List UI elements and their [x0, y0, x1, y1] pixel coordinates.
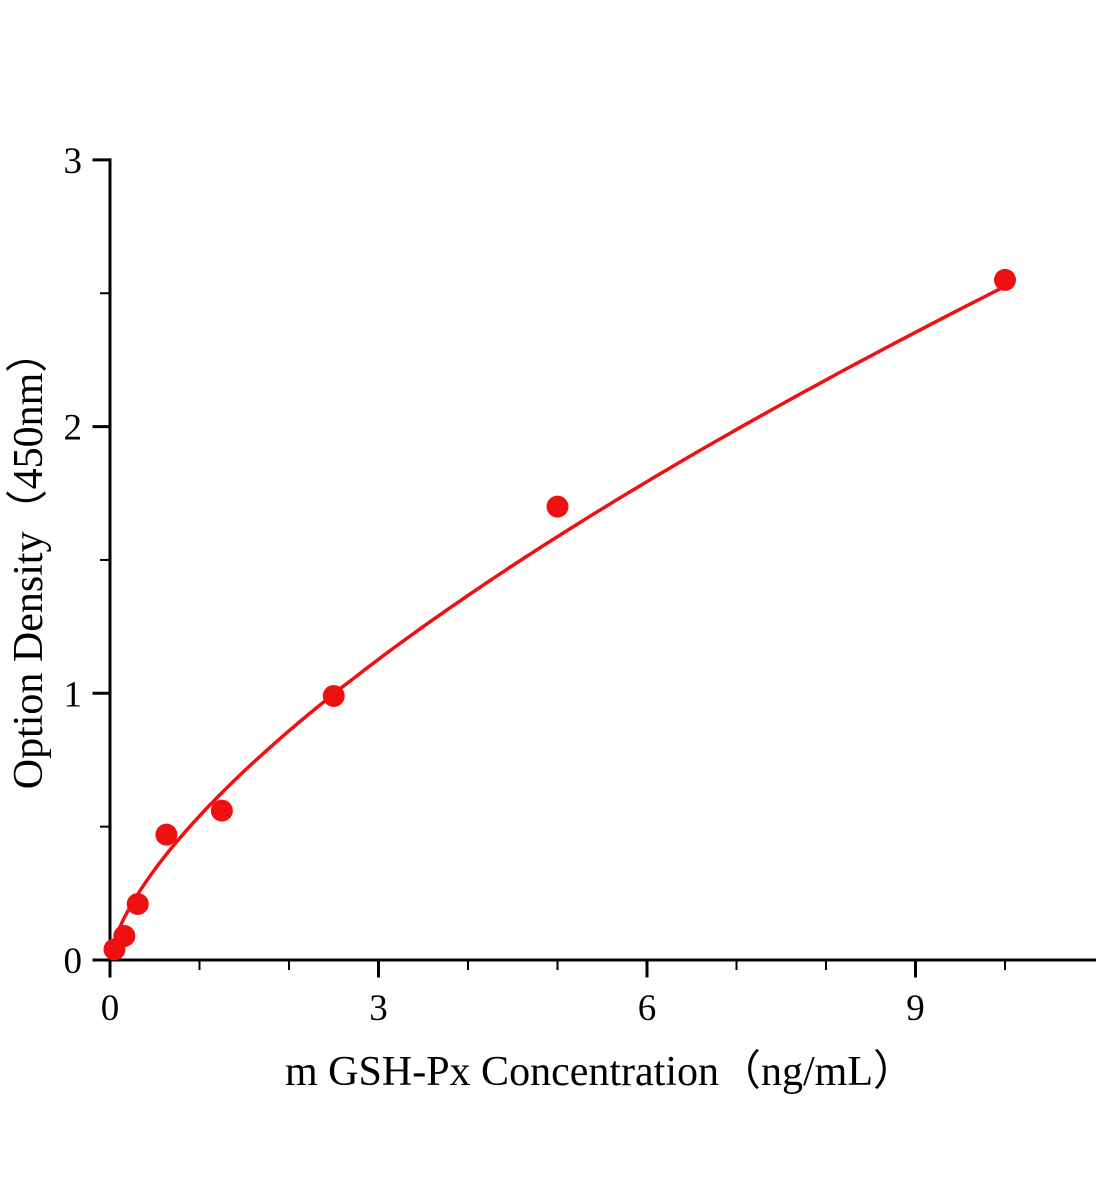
x-tick-label: 0: [101, 988, 120, 1029]
x-tick-label: 6: [638, 988, 657, 1029]
data-points: [103, 268, 1016, 961]
x-tick-label: 9: [906, 988, 925, 1029]
fit-curve: [110, 282, 1011, 950]
data-point: [994, 268, 1016, 291]
x-tick-label: 3: [369, 988, 388, 1029]
tick-labels: 0 3 6 9 0 1 2 3: [64, 141, 925, 1029]
x-axis-label: m GSH-Px Concentration（ng/mL）: [285, 1049, 915, 1095]
data-point: [155, 823, 178, 846]
data-point: [546, 495, 569, 518]
data-point: [113, 924, 136, 947]
axes: [92, 158, 1096, 978]
data-point: [126, 892, 149, 915]
data-point: [210, 799, 233, 822]
y-tick-label: 2: [64, 408, 83, 449]
y-tick-label: 3: [64, 141, 83, 182]
y-tick-label: 0: [64, 941, 83, 982]
y-tick-label: 1: [64, 674, 83, 715]
data-point: [322, 684, 345, 707]
y-axis-label: Option Density（450nm）: [6, 331, 52, 790]
